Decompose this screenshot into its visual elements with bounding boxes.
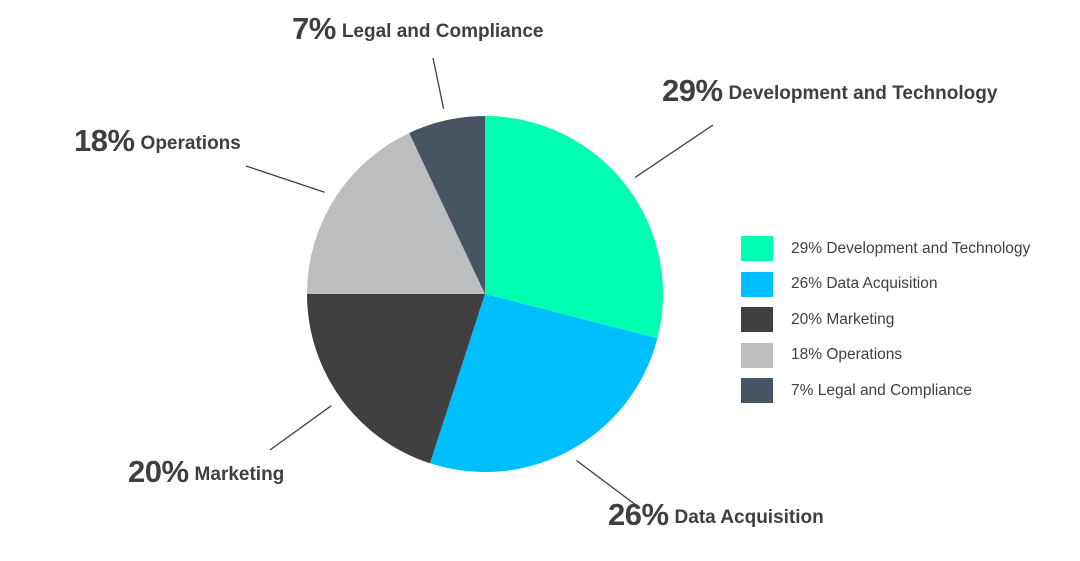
pie-slice-development-and-technology [485,116,664,339]
callout-data-acquisition: 26% Data Acquisition [608,499,824,530]
legend-item-marketing: 20% Marketing [741,307,1076,332]
legend-swatch [741,378,773,403]
pie-slice-operations [307,132,485,294]
callout-pct: 26% [608,497,669,532]
pie-slice-marketing [307,294,485,464]
legend-label: 26% Data Acquisition [791,275,938,292]
callout-name: Data Acquisition [674,507,824,528]
legend-swatch [741,342,773,368]
callout-name: Development and Technology [728,83,998,104]
legend-item-operations: 18% Operations [741,342,1076,368]
legend-swatch [741,271,773,297]
leader-lines [245,57,714,509]
callout-name: Operations [140,133,241,154]
leader-line-development-and-technology [634,124,714,179]
callout-pct: 29% [662,73,723,108]
legend-label: 7% Legal and Compliance [791,381,972,399]
legend-swatch [741,307,773,332]
legend-swatch [741,236,773,261]
callout-legal-compliance: 7% Legal and Compliance [292,13,543,44]
leader-line-data-acquisition [576,459,641,509]
callout-name: Legal and Compliance [341,21,544,42]
chart-legend: 29% Development and Technology 26% Data … [741,236,1076,414]
legend-item-data-acquisition: 26% Data Acquisition [741,271,1076,297]
legend-item-development-technology: 29% Development and Technology [741,236,1076,261]
callout-pct: 20% [128,454,189,489]
legend-label: 18% Operations [791,346,903,363]
leader-line-legal-and-compliance [432,57,445,109]
pie-slice-data-acquisition [429,294,658,473]
leader-line-operations [245,165,325,193]
callout-marketing: 20% Marketing [128,456,284,487]
callout-operations: 18% Operations [74,125,241,156]
legend-item-legal-compliance: 7% Legal and Compliance [741,378,1076,403]
callout-pct: 7% [292,11,336,46]
callout-pct: 18% [74,123,135,158]
pie-slices [307,116,664,473]
legend-label: 20% Marketing [791,310,895,328]
leader-line-marketing [269,405,332,451]
legend-label: 29% Development and Technology [791,239,1031,257]
callout-name: Marketing [194,464,285,485]
callout-development-technology: 29% Development and Technology [662,75,997,106]
pie-slice-legal-and-compliance [409,116,485,294]
